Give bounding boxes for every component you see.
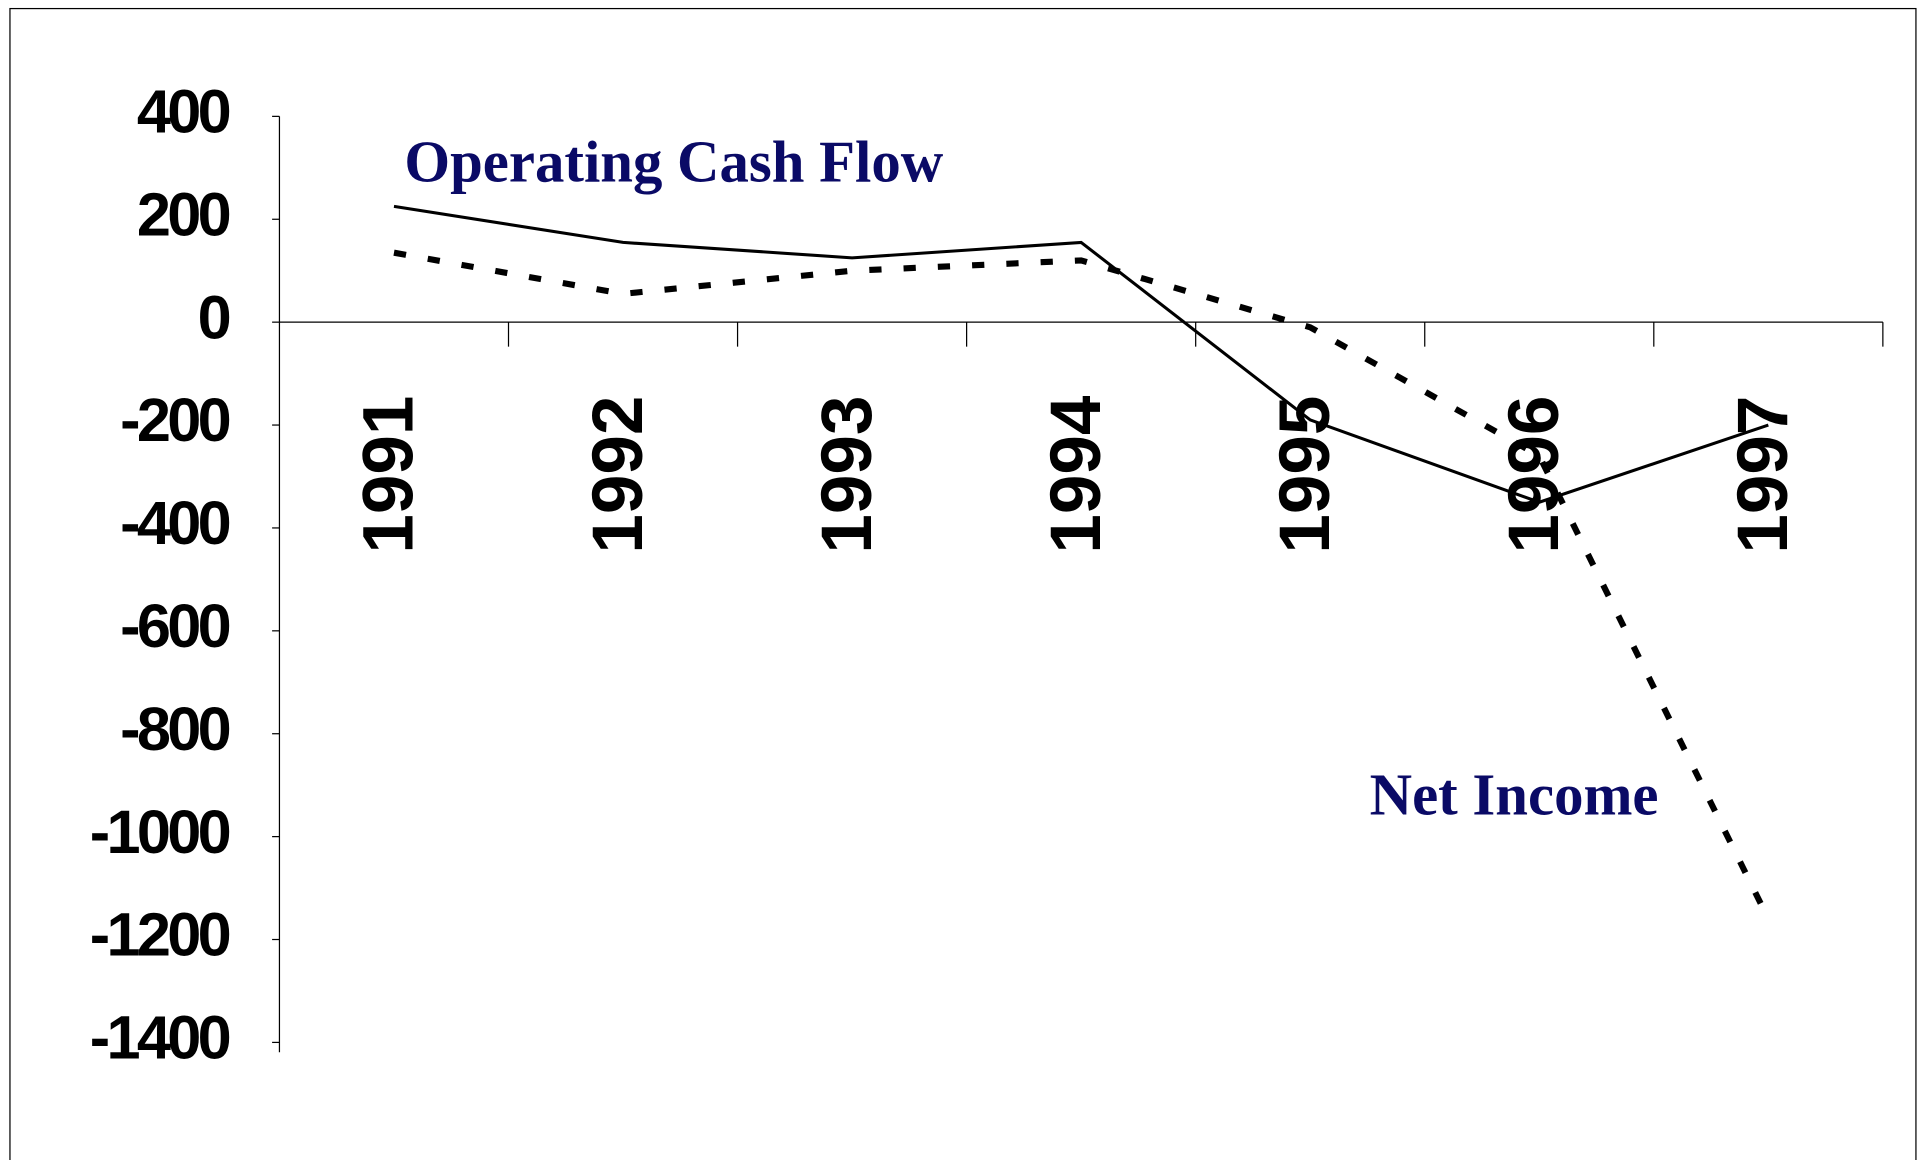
x-tick-label: 1994 (1037, 395, 1116, 554)
y-tick-label: -800 (120, 695, 229, 763)
line-series (393, 249, 1772, 921)
x-tick-label: 1992 (579, 396, 658, 554)
y-tick-label: -400 (120, 489, 229, 557)
series-label: Net Income (1370, 763, 1659, 828)
x-tick-label: 1996 (1495, 396, 1574, 554)
chart-border (9, 7, 1917, 1160)
y-tick-label: 200 (137, 180, 230, 248)
series-label: Operating Cash Flow (404, 129, 943, 194)
x-tick-label: 1995 (1266, 396, 1345, 554)
y-tick-label: -600 (120, 592, 229, 660)
y-tick-label: 400 (137, 78, 230, 146)
x-tick-label: 1991 (350, 396, 429, 554)
y-tick-label: -200 (120, 386, 229, 454)
line-series (393, 204, 1769, 504)
y-tick-label: -1000 (90, 798, 230, 866)
y-tick-label: -1400 (90, 1004, 230, 1072)
y-tick-label: -1200 (90, 901, 230, 969)
x-tick-label: 1997 (1724, 396, 1803, 554)
y-tick-label: 0 (198, 283, 230, 351)
x-tick-label: 1993 (808, 396, 887, 554)
